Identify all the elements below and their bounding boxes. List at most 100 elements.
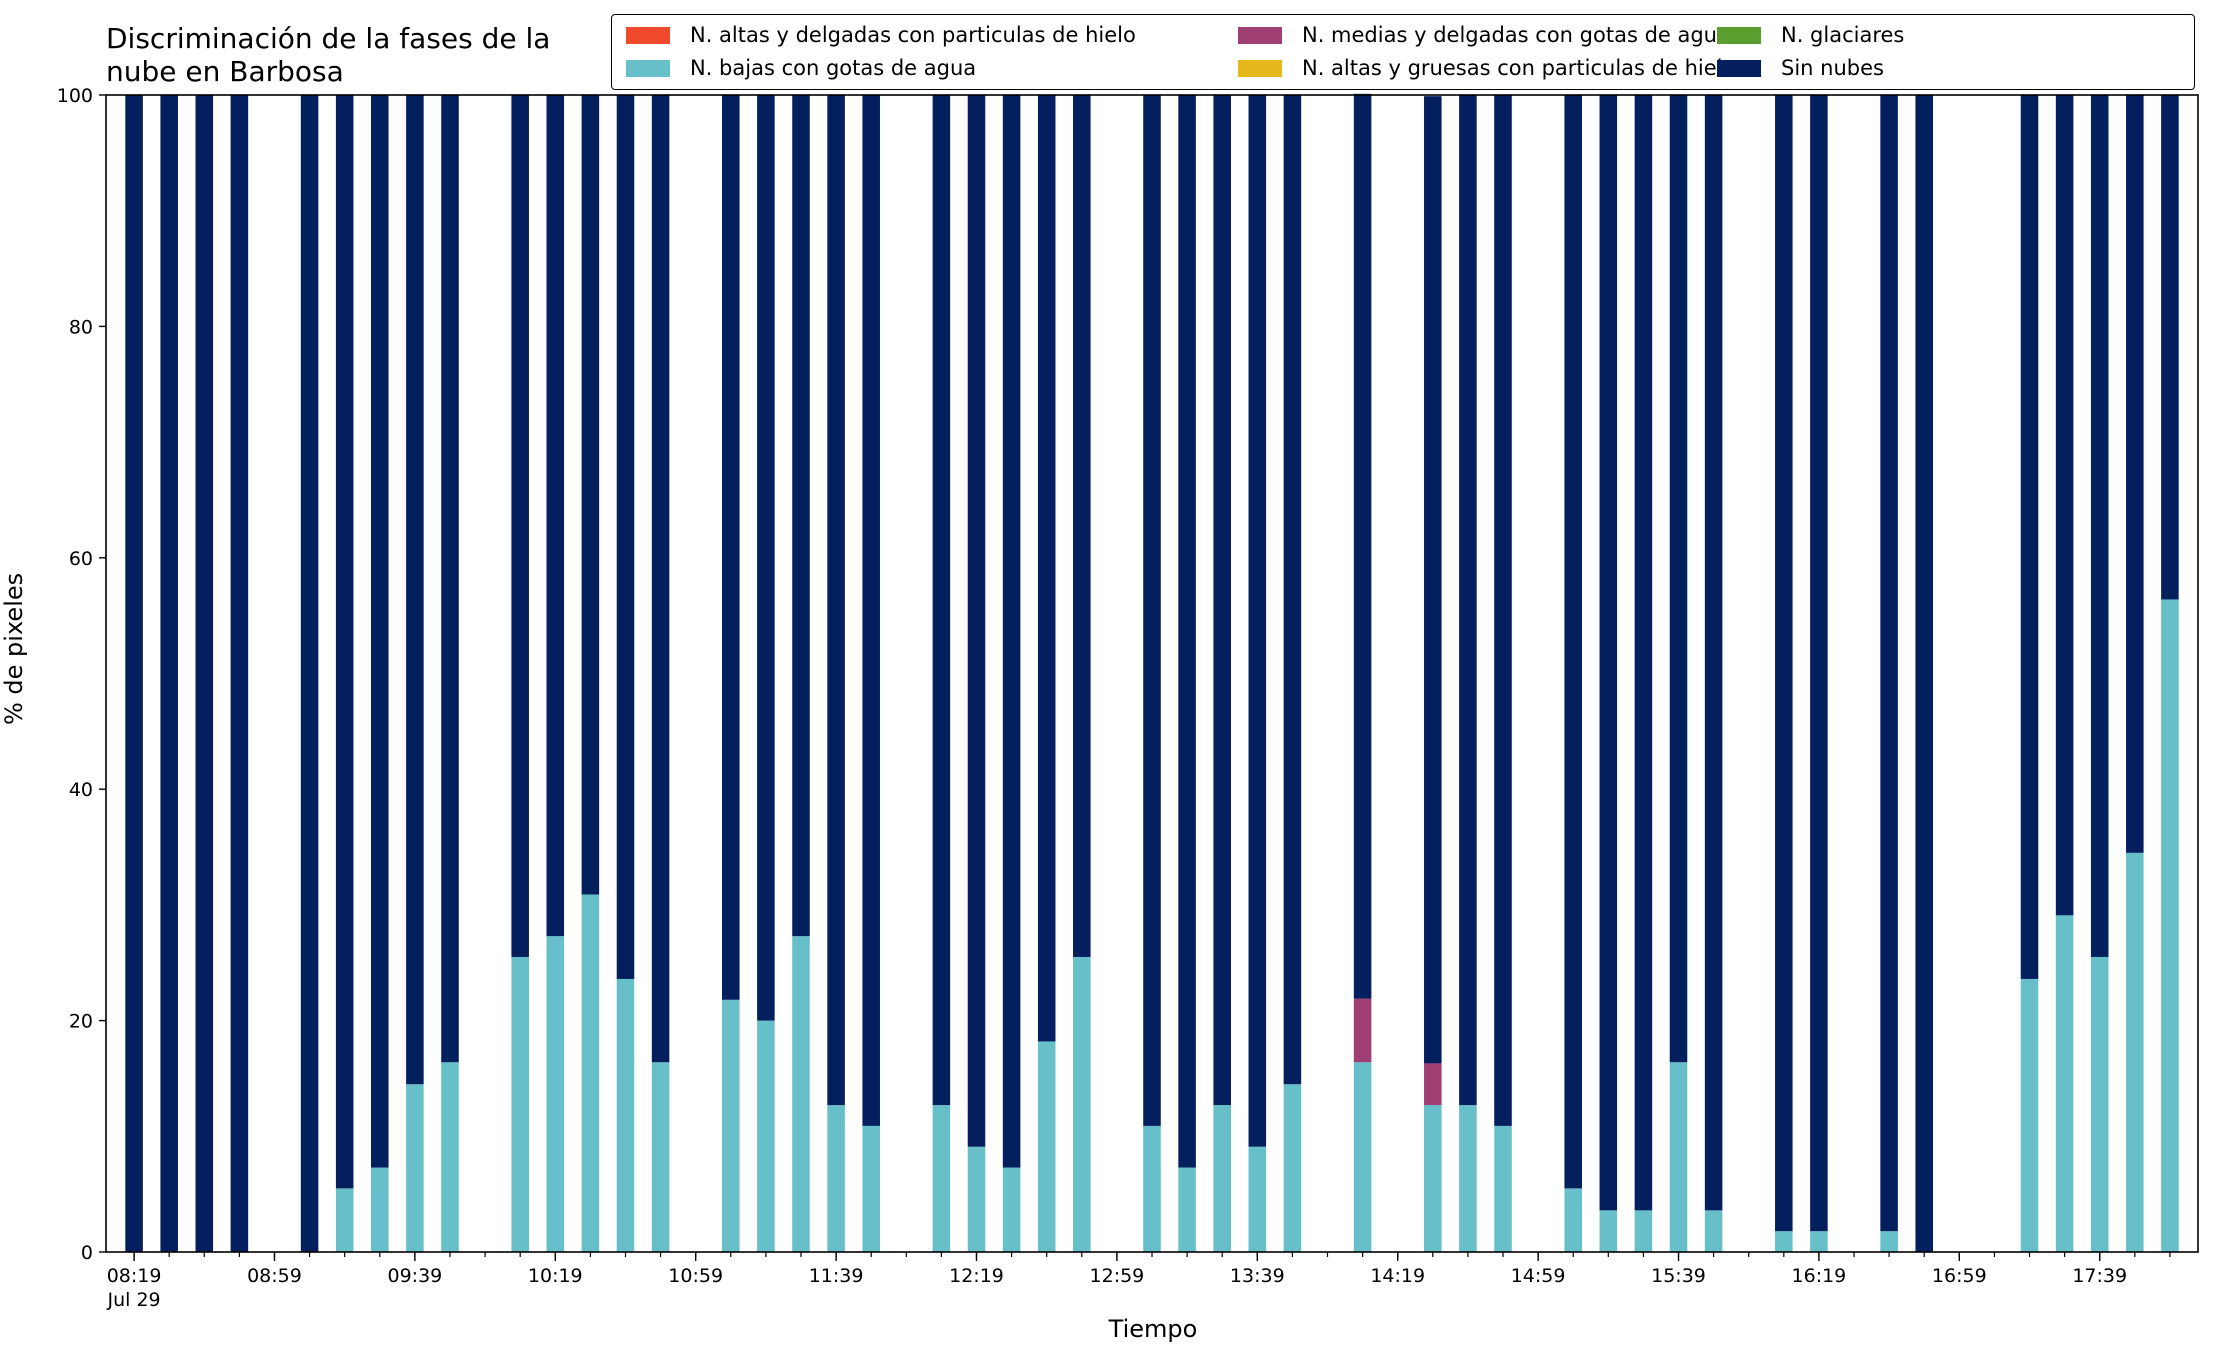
bar-segment-s5-1209 <box>932 95 951 1106</box>
bar-segment-s2-1519 <box>1599 1210 1618 1252</box>
bar-segment-s5-1649 <box>1915 95 1933 1252</box>
bar-segment-s2-1729 <box>2055 915 2074 1252</box>
bar-segment-s5-1029 <box>581 95 600 895</box>
bar-segment-s5-1539 <box>1669 95 1688 1063</box>
bar-segment-s5-1239 <box>1037 95 1056 1042</box>
legend-item: Sin nubes <box>1717 55 1884 81</box>
bar-segment-s5-1449 <box>1494 95 1512 1126</box>
bar-segment-s2-1029 <box>581 894 600 1252</box>
bar-segment-s2-1759 <box>2161 599 2179 1252</box>
x-tick-label: 10:19 <box>528 1265 583 1287</box>
bar-segment-s2-0929 <box>371 1167 389 1252</box>
bar-segment-s5-1319 <box>1178 95 1196 1168</box>
bar-segment-s2-1329 <box>1213 1105 1231 1252</box>
bar-segment-s5-0919 <box>335 95 354 1189</box>
bar-segment-s5-0849 <box>230 95 249 1252</box>
legend-swatch <box>1238 26 1282 44</box>
bar-segment-s2-1019 <box>546 936 565 1252</box>
legend-swatch <box>626 26 670 44</box>
x-tick-label: 14:19 <box>1370 1265 1425 1287</box>
bar-segment-s2-1309 <box>1143 1125 1161 1252</box>
bar-segment-s2-1249 <box>1073 956 1091 1252</box>
bar-segment-s5-1349 <box>1283 95 1302 1085</box>
bar-segment-s2-1239 <box>1037 1041 1056 1252</box>
legend-item: N. glaciares <box>1717 22 1904 48</box>
bar-segment-s5-1439 <box>1459 95 1477 1106</box>
x-tick-label: 15:39 <box>1651 1265 1706 1287</box>
bar-segment-s2-0949 <box>441 1062 459 1252</box>
bar-segment-s5-1529 <box>1634 95 1653 1211</box>
legend-label: N. glaciares <box>1781 23 1905 47</box>
bars-layer <box>125 93 2179 1252</box>
legend-swatch <box>1717 26 1761 44</box>
legend-item: N. altas y delgadas con particulas de hi… <box>626 22 1136 48</box>
x-tick-label: 13:39 <box>1230 1265 1285 1287</box>
bar-segment-s2-1529 <box>1634 1210 1653 1252</box>
legend-item: N. bajas con gotas de agua <box>626 55 976 81</box>
x-tick-label: 11:39 <box>809 1265 864 1287</box>
legend-swatch <box>626 59 670 77</box>
y-tick-label: 100 <box>57 85 93 107</box>
legend: N. altas y delgadas con particulas de hi… <box>611 14 2195 90</box>
bar-segment-s2-1439 <box>1459 1105 1477 1252</box>
x-tick-label: 16:59 <box>1932 1265 1987 1287</box>
x-tick-label: 14:59 <box>1511 1265 1566 1287</box>
bar-segment-s5-1039 <box>616 95 635 979</box>
bar-segment-s5-1719 <box>2020 95 2039 979</box>
bar-segment-s5-0839 <box>195 95 214 1252</box>
bar-segment-s5-1549 <box>1704 95 1723 1211</box>
x-tick-label: 12:59 <box>1090 1265 1145 1287</box>
bar-segment-s5-0929 <box>371 95 389 1168</box>
bar-segment-s2-1609 <box>1775 1231 1793 1252</box>
bar-segment-s2-1719 <box>2020 978 2039 1252</box>
legend-label: N. altas y gruesas con particulas de hie… <box>1302 56 1736 80</box>
bar-segment-s5-1409 <box>1353 93 1372 999</box>
bar-segment-s5-1149 <box>862 95 880 1126</box>
bar-segment-s5-1119 <box>757 95 775 1021</box>
chart-title: Discriminación de la fases de la nube en… <box>106 22 551 88</box>
bar-segment-s2-1449 <box>1494 1125 1512 1252</box>
bar-segment-s5-1619 <box>1810 95 1828 1232</box>
y-tick-label: 40 <box>69 779 93 801</box>
bar-segment-s2-1619 <box>1810 1231 1828 1252</box>
legend-item: N. altas y gruesas con particulas de hie… <box>1238 55 1735 81</box>
bar-segment-s5-0829 <box>160 95 178 1252</box>
bar-segment-s2-1149 <box>862 1125 880 1252</box>
bar-segment-s5-1509 <box>1564 95 1582 1189</box>
bar-segment-s5-1759 <box>2161 95 2179 600</box>
bar-segment-s2-1339 <box>1248 1146 1267 1252</box>
legend-swatch <box>1238 59 1282 77</box>
bar-segment-s2-1209 <box>932 1105 951 1252</box>
bar-segment-s2-1549 <box>1704 1210 1723 1252</box>
legend-label: N. medias y delgadas con gotas de agua <box>1302 23 1730 47</box>
x-tick-label: 08:59 <box>247 1265 302 1287</box>
x-tick-sublabel: Jul 29 <box>107 1289 161 1311</box>
legend-item: N. medias y delgadas con gotas de agua <box>1238 22 1730 48</box>
y-axis: 0 20 40 60 80 100 <box>57 85 106 1264</box>
bar-segment-s5-1229 <box>1002 95 1021 1168</box>
bar-segment-s2-1429 <box>1424 1105 1442 1252</box>
bar-segment-s5-1009 <box>511 95 529 957</box>
x-tick-label: 12:19 <box>949 1265 1004 1287</box>
y-tick-label: 0 <box>81 1242 93 1264</box>
bar-segment-s5-1429 <box>1424 96 1442 1064</box>
bar-segment-s2-1509 <box>1564 1188 1582 1252</box>
bar-segment-s5-1219 <box>967 95 986 1147</box>
bar-segment-s2-1049 <box>651 1062 670 1252</box>
x-tick-label: 17:39 <box>2072 1265 2127 1287</box>
bar-segment-s5-0939 <box>406 95 424 1085</box>
legend-label: N. altas y delgadas con particulas de hi… <box>690 23 1136 47</box>
bar-segment-s5-1639 <box>1880 95 1898 1232</box>
bar-segment-s2-0939 <box>406 1084 424 1252</box>
bar-segment-s2-1109 <box>722 999 740 1252</box>
x-tick-label: 16:19 <box>1792 1265 1847 1287</box>
bar-segment-s5-1729 <box>2055 95 2074 916</box>
bar-segment-s5-1309 <box>1143 95 1161 1126</box>
bar-segment-s5-1519 <box>1599 95 1618 1211</box>
legend-label: N. bajas con gotas de agua <box>690 56 977 80</box>
bar-segment-s2-1139 <box>827 1105 845 1252</box>
bar-segment-s5-0949 <box>441 95 459 1063</box>
bar-segment-s2-0919 <box>335 1188 354 1252</box>
x-tick-label: 08:19 <box>107 1265 162 1287</box>
